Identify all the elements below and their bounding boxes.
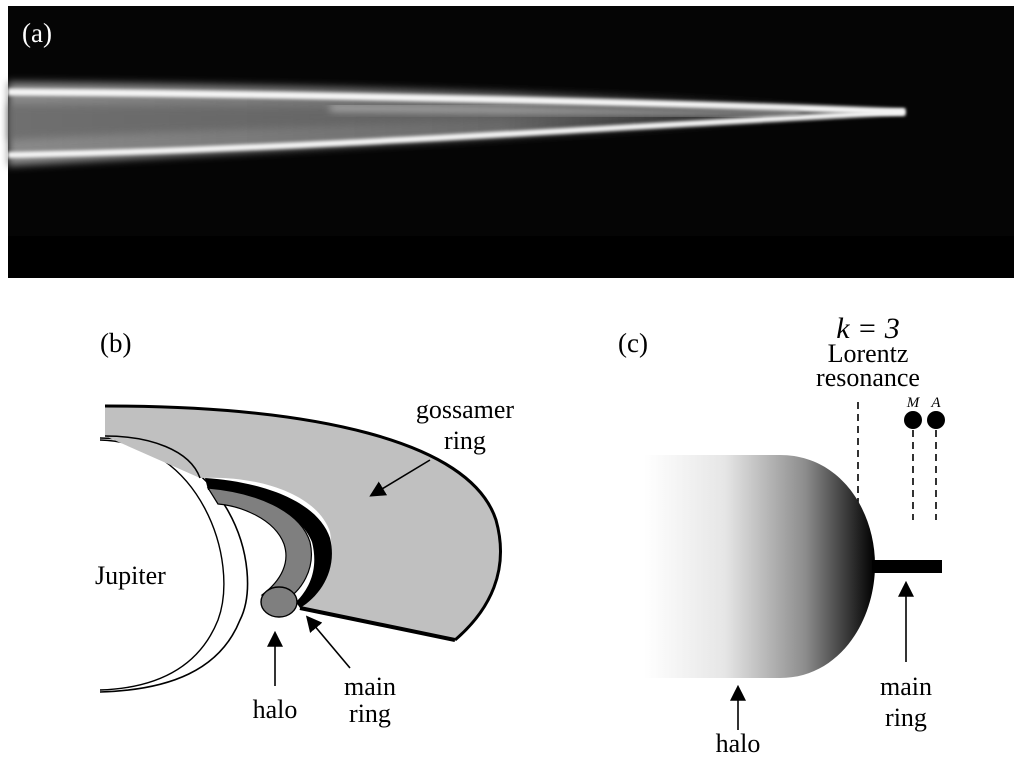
moon-m-label: M xyxy=(906,395,921,411)
ring-geometry-sketch: (b) Jupiter gossamer ring halo main ring xyxy=(95,328,515,728)
gossamer-label-line2: ring xyxy=(444,426,486,455)
gossamer-ring-outer-edge xyxy=(104,404,502,642)
ring-inner-arc xyxy=(329,105,801,117)
ring-photograph-panel: (a) xyxy=(0,0,1022,290)
resonance-label-line3: resonance xyxy=(816,363,920,392)
halo-cross-section xyxy=(260,586,298,618)
gossamer-ring xyxy=(105,406,501,640)
ring-lower-edge xyxy=(7,109,906,158)
panel-b-label: (b) xyxy=(100,328,131,358)
panel-c-label: (c) xyxy=(618,328,648,358)
ring-cross-section-panel: (c) k = 3 Lorentz resonance M A halo mai… xyxy=(520,290,1022,768)
gossamer-arrow xyxy=(369,459,431,497)
halo-label: halo xyxy=(253,695,298,724)
main-ring-label-line1: main xyxy=(344,672,396,701)
moon-m-marker xyxy=(904,411,922,429)
gossamer-ring-bottom-edge xyxy=(299,606,456,642)
ring-cross-section: (c) k = 3 Lorentz resonance M A halo mai… xyxy=(618,312,945,758)
gossamer-ring-inner-edge xyxy=(104,435,201,479)
resonance-label-line1: k = 3 xyxy=(836,312,900,345)
panel-a-label: (a) xyxy=(22,18,52,48)
main-ring-label-line2: ring xyxy=(349,699,391,728)
ring-geometry-sketch-panel: (b) Jupiter gossamer ring halo main ring xyxy=(0,290,520,768)
moon-a-label: A xyxy=(930,395,941,411)
halo-label: halo xyxy=(716,729,761,758)
main-ring-label-line1: main xyxy=(880,672,932,701)
ring-photograph: (a) xyxy=(7,6,1014,278)
halo-cross-section xyxy=(644,455,875,678)
main-ring-arrow xyxy=(305,615,351,669)
jupiter-limb xyxy=(99,439,225,691)
moon-a-marker xyxy=(927,411,945,429)
ring-upper-edge xyxy=(7,88,906,116)
main-ring-label-line2: ring xyxy=(885,703,927,732)
main-ring-edge-shadow xyxy=(205,478,332,608)
jupiter-label: Jupiter xyxy=(95,561,166,590)
gossamer-label-line1: gossamer xyxy=(416,395,515,424)
resonance-label-line2: Lorentz xyxy=(828,339,909,368)
photo-bottom-band xyxy=(8,236,1014,278)
main-ring-bar xyxy=(872,560,942,573)
